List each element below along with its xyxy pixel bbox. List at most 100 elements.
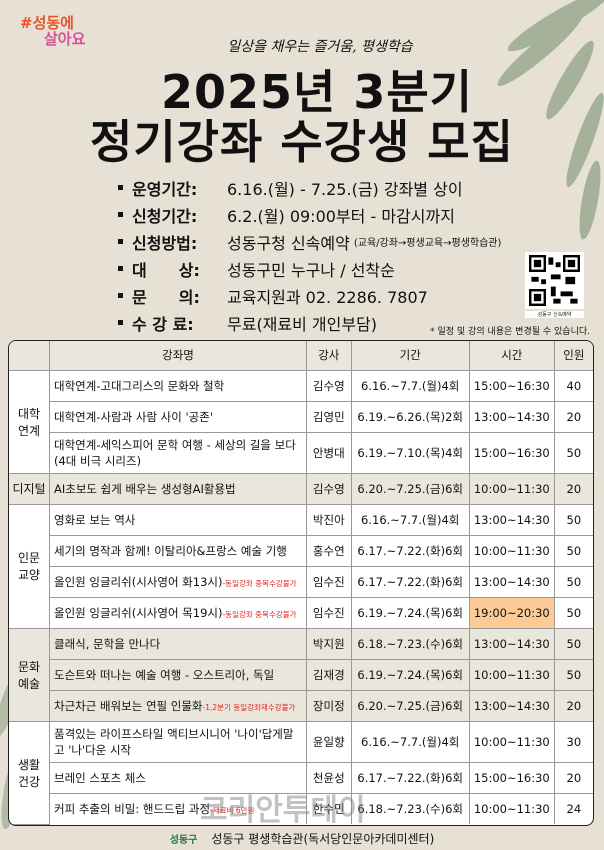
course-name-cell: 브레인 스포츠 체스: [49, 761, 308, 794]
teacher-cell: 임수진: [306, 565, 352, 598]
schedule-notice: * 일정 및 강의 내용은 변경될 수 있습니다.: [430, 327, 590, 337]
table-row: 차근차근 배워보는 연필 인물화-1,2분기 동일강좌재수강불가 장미정 6.20.…: [9, 689, 593, 722]
time-cell: 13:00~14:30: [468, 627, 555, 660]
course-note: -재료비 6만원: [210, 805, 255, 815]
time-cell: 10:00~11:30: [468, 658, 555, 691]
cap-cell: 50: [553, 565, 593, 598]
logo-line1: #성동에: [20, 14, 74, 32]
category-cell: 생활 건강: [9, 720, 50, 825]
time-cell: 19:00~20:30: [468, 596, 555, 629]
period-cell: 6.19.~6.26.(목)2회: [350, 400, 470, 433]
time-cell: 15:00~16:30: [468, 761, 555, 794]
course-name: 올인원 잉글리쉬(시사영어 목19시): [54, 605, 223, 620]
time-cell: 10:00~11:30: [468, 534, 555, 567]
info-value: 무료(재료비 개인부담): [227, 314, 378, 334]
course-name: 영화로 보는 역사: [54, 512, 136, 527]
table-row: 인문 교양 영화로 보는 역사 박진아 6.16.~7.7.(월)4회 13:00~14…: [9, 503, 593, 629]
column-header: [9, 341, 50, 371]
period-cell: 6.16.~7.7.(월)4회: [350, 720, 470, 763]
course-name-cell: 품격있는 라이프스타일 액티브시니어 '나이'답게말고 '나'다운 시작: [48, 720, 308, 763]
seongdong-slogan-logo: #성동에 살아요: [20, 15, 90, 47]
course-name: 커피 추출의 비밀: 핸드드립 과정: [54, 801, 211, 816]
course-name: 올인원 잉글리쉬(시사영어 화13시): [54, 574, 223, 589]
course-note: -동일강좌 중복수강불가: [222, 578, 297, 588]
course-name-cell: 올인원 잉글리쉬(시사영어 목19시)-동일강좌 중복수강불가: [49, 596, 308, 629]
info-item: 운영기간: 6.16.(월) - 7.25.(금) 강좌별 상이: [118, 174, 501, 201]
logo-line2: 살아요: [44, 30, 86, 48]
period-cell: 6.18.~7.23.(수)6회: [350, 627, 470, 660]
table-row: 대학연계-세익스피어 문학 여행 - 세상의 길을 보다 (4대 비극 시리즈)…: [9, 431, 593, 474]
course-name: 브레인 스포츠 체스: [54, 770, 146, 785]
teacher-cell: 윤일향: [306, 720, 352, 763]
info-value: 6.16.(월) - 7.25.(금) 강좌별 상이: [227, 179, 463, 199]
qr-code-icon: [529, 255, 580, 306]
info-value: 6.2.(월) 09:00부터 - 마감시까지: [227, 206, 455, 226]
teacher-cell: 김영민: [306, 400, 352, 433]
info-value: 교육지원과 02. 2286. 7807: [227, 287, 428, 307]
info-item: 대 상: 성동구민 누구나 / 선착순: [118, 255, 501, 282]
course-name-cell: 커피 추출의 비밀: 핸드드립 과정-재료비 6만원: [49, 792, 308, 824]
info-label: 신청기간:: [132, 206, 198, 226]
category-cell: 대학 연계: [9, 369, 50, 474]
info-label: 대 상:: [132, 260, 200, 280]
time-cell: 13:00~14:30: [468, 565, 555, 598]
teacher-cell: 한수민: [306, 792, 352, 824]
course-name: 대학연계-사람과 사람 사이 '공존': [54, 409, 213, 424]
watermark: 코리안투데이: [200, 793, 366, 828]
info-item: 신청기간: 6.2.(월) 09:00부터 - 마감시까지: [118, 201, 501, 228]
course-name: 세기의 명작과 함께! 이탈리아&프랑스 예술 기행: [54, 543, 287, 558]
period-cell: 6.19.~7.10.(목)4회: [350, 431, 470, 474]
period-cell: 6.19.~7.24.(목)6회: [350, 596, 470, 629]
period-cell: 6.18.~7.23.(수)6회: [350, 792, 470, 824]
teacher-cell: 박지원: [306, 627, 352, 660]
teacher-cell: 홍수연: [306, 534, 352, 567]
time-cell: 13:00~14:30: [468, 689, 555, 722]
period-cell: 6.16.~7.7.(월)4회: [350, 503, 470, 536]
cap-cell: 40: [553, 369, 593, 402]
column-header: 강사: [306, 341, 352, 371]
cap-cell: 20: [553, 689, 593, 722]
bullet-icon: [118, 239, 123, 244]
time-cell: 15:00~16:30: [468, 369, 555, 402]
table-row: 대학연계-사람과 사람 사이 '공존' 김영민 6.19.~6.26.(목)2회 13…: [9, 400, 593, 433]
course-name-cell: 대학연계-세익스피어 문학 여행 - 세상의 길을 보다 (4대 비극 시리즈): [49, 431, 308, 474]
qr-caption: 성동구 신속예약: [525, 311, 584, 318]
category-cell: 문화 예술: [9, 627, 50, 722]
footer-text: 성동구 평생학습관(독서당인문아카데미센터): [211, 832, 435, 846]
qr-code[interactable]: [525, 252, 584, 309]
cap-cell: 50: [553, 658, 593, 691]
subtitle: 일상을 채우는 즐거움, 평생학습: [227, 39, 413, 55]
course-note: -동일강좌 중복수강불가: [222, 609, 297, 619]
bullet-icon: [118, 266, 123, 271]
period-cell: 6.17.~7.22.(화)6회: [350, 565, 470, 598]
course-name-cell: 도슨트와 떠나는 예술 여행 - 오스트리아, 독일: [49, 658, 308, 691]
cap-cell: 20: [553, 472, 593, 505]
period-cell: 6.20.~7.25.(금)6회: [350, 472, 470, 505]
info-item: 문 의: 교육지원과 02. 2286. 7807: [118, 282, 501, 309]
course-name: AI초보도 쉽게 배우는 생성형AI활용법: [54, 481, 236, 496]
info-value: 성동구청 신속예약: [227, 233, 350, 253]
course-name: 대학연계-고대그리스의 문화와 철학: [54, 378, 225, 393]
course-note: -1,2분기 동일강좌재수강불가: [202, 702, 296, 712]
info-item: 수 강 료: 무료(재료비 개인부담): [118, 309, 501, 336]
title-line2: 정기강좌 수강생 모집: [90, 115, 514, 169]
table-row: 대학 연계 대학연계-고대그리스의 문화와 철학 김수영 6.16.~7.7.(월)4…: [9, 369, 593, 474]
period-cell: 6.17.~7.22.(화)6회: [350, 534, 470, 567]
table-row: 올인원 잉글리쉬(시사영어 목19시)-동일강좌 중복수강불가 임수진 6.19.~…: [9, 596, 593, 629]
info-label: 문 의:: [132, 287, 200, 307]
course-name-cell: 영화로 보는 역사: [48, 503, 308, 536]
course-name-cell: AI초보도 쉽게 배우는 생성형AI활용법: [48, 472, 308, 505]
time-cell: 13:00~14:30: [468, 503, 555, 536]
table-row: 커피 추출의 비밀: 핸드드립 과정-재료비 6만원 한수민 6.18.~7.23.…: [9, 792, 593, 824]
course-table: 강좌명 강사 기간 시간 인원 대학 연계 대학연계-고대그리스의 문화와 철학 김수영 6.1…: [8, 340, 594, 826]
table-row: 브레인 스포츠 체스 천윤성 6.17.~7.22.(화)6회 15:00~16:30…: [9, 761, 593, 794]
time-cell: 15:00~16:30: [468, 431, 555, 474]
table-row: 도슨트와 떠나는 예술 여행 - 오스트리아, 독일 김재경 6.19.~7.24.…: [9, 658, 593, 691]
column-header: 기간: [350, 341, 470, 371]
table-row: 문화 예술 클래식, 문학을 만나다 박지원 6.18.~7.23.(수)6회 13:0…: [9, 627, 593, 722]
cap-cell: 30: [553, 720, 593, 763]
cap-cell: 50: [553, 431, 593, 474]
period-cell: 6.20.~7.25.(금)6회: [350, 689, 470, 722]
period-cell: 6.17.~7.22.(화)6회: [350, 761, 470, 794]
